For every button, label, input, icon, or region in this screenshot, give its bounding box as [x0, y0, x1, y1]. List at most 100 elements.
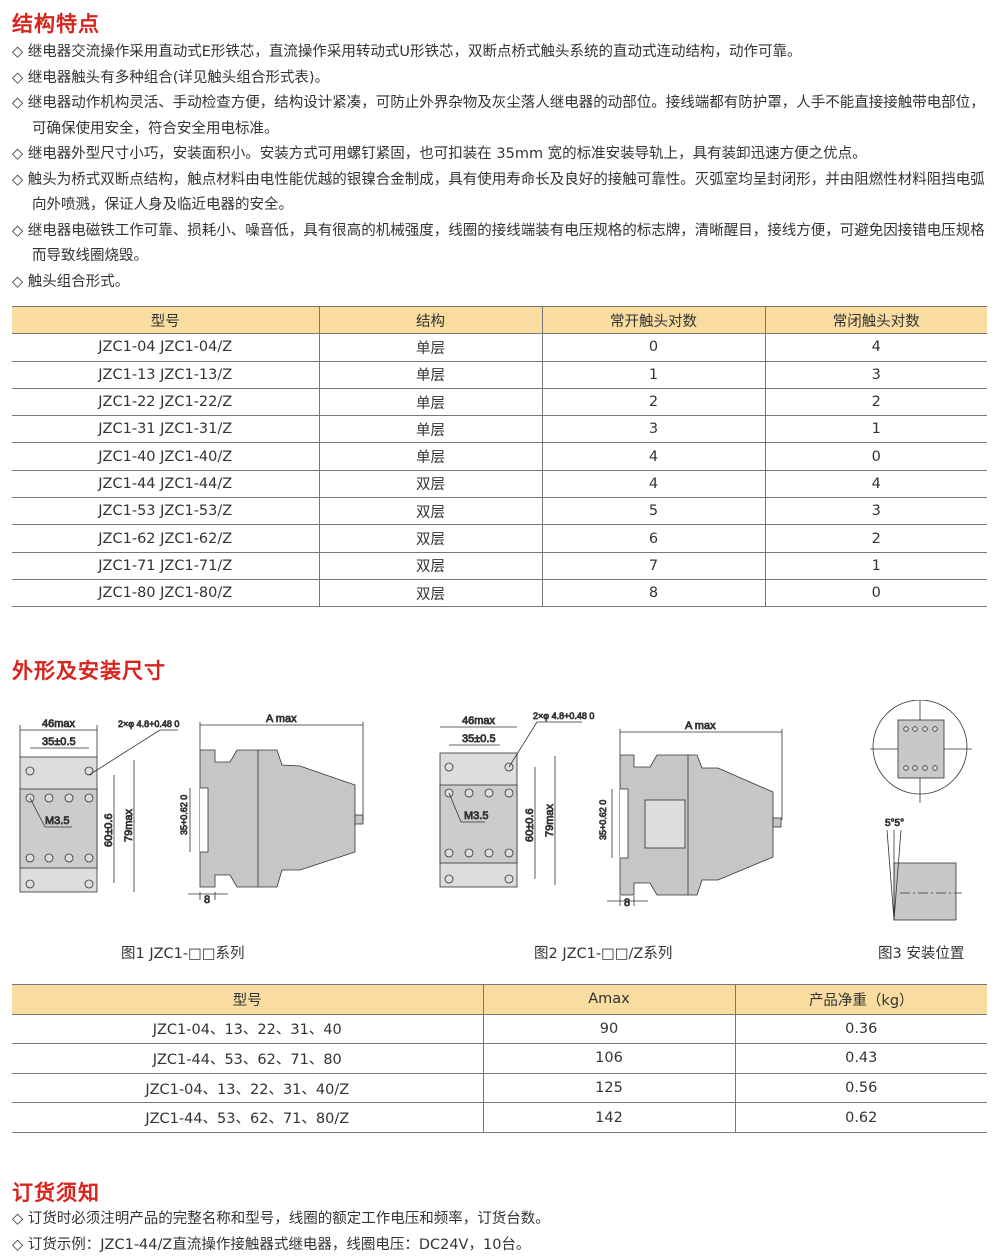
- figure1-front-view: 46max 35±0.5 2×φ 4.8+0.48 0 M3.5 60±0.6 …: [20, 718, 179, 892]
- table-cell: 双层: [319, 498, 542, 525]
- table-cell: JZC1-44、53、62、71、80: [12, 1044, 483, 1074]
- header-cell: 常闭触头对数: [765, 307, 987, 334]
- table-cell: JZC1-04、13、22、31、40/Z: [12, 1073, 483, 1103]
- table-cell: 1: [542, 361, 765, 388]
- table-cell: 125: [483, 1073, 735, 1103]
- dim-79max: 79max: [544, 803, 556, 837]
- figure1-caption: 图1 JZC1-□□系列: [121, 942, 245, 963]
- section-title-dimensions: 外形及安装尺寸: [12, 655, 166, 685]
- header-cell: 型号: [12, 985, 483, 1015]
- dim-m35: M3.5: [464, 810, 488, 822]
- feature-item: ◇ 触头组合形式。: [12, 270, 992, 296]
- header-cell: 结构: [319, 307, 542, 334]
- table-cell: 3: [765, 498, 987, 525]
- figure2-caption: 图2 JZC1-□□/Z系列: [534, 942, 672, 963]
- table-cell: JZC1-53 JZC1-53/Z: [12, 498, 319, 525]
- dim-amax: A max: [685, 720, 716, 732]
- table-cell: 双层: [319, 470, 542, 497]
- table-cell: JZC1-71 JZC1-71/Z: [12, 552, 319, 579]
- table-cell: 4: [765, 334, 987, 361]
- figure2-side-view: A max 35+0.62 0 8: [598, 720, 782, 909]
- header-cell: Amax: [483, 985, 735, 1015]
- table-cell: 0.56: [735, 1073, 987, 1103]
- table-cell: 7: [542, 552, 765, 579]
- table-cell: JZC1-62 JZC1-62/Z: [12, 525, 319, 552]
- table-cell: 4: [765, 470, 987, 497]
- table-cell: JZC1-40 JZC1-40/Z: [12, 443, 319, 470]
- table-cell: 双层: [319, 579, 542, 606]
- table-cell: 2: [542, 388, 765, 415]
- dim-60: 60±0.6: [103, 813, 115, 847]
- dim-46max: 46max: [462, 715, 496, 727]
- table-cell: 1: [765, 552, 987, 579]
- feature-item: ◇ 继电器电磁铁工作可靠、损耗小、噪音低，具有很高的机械强度，线圈的接线端装有电…: [12, 219, 992, 270]
- table-cell: JZC1-04 JZC1-04/Z: [12, 334, 319, 361]
- ordering-list: ◇ 订货时必须注明产品的完整名称和型号，线圈的额定工作电压和频率，订货台数。 ◇…: [12, 1207, 992, 1258]
- table-cell: JZC1-04、13、22、31、40: [12, 1014, 483, 1044]
- feature-item: ◇ 继电器动作机构灵活、手动检查方便，结构设计紧凑，可防止外界杂物及灰尘落人继电…: [12, 91, 992, 142]
- figure1-side-view: A max 35+0.62 0 8: [179, 713, 363, 906]
- table-cell: 90: [483, 1014, 735, 1044]
- table-cell: JZC1-22 JZC1-22/Z: [12, 388, 319, 415]
- table-cell: 8: [542, 579, 765, 606]
- table-cell: 双层: [319, 552, 542, 579]
- table-cell: JZC1-13 JZC1-13/Z: [12, 361, 319, 388]
- table-cell: 4: [542, 443, 765, 470]
- table-cell: 单层: [319, 388, 542, 415]
- table-cell: JZC1-80 JZC1-80/Z: [12, 579, 319, 606]
- dim-79max: 79max: [123, 808, 135, 842]
- dim-8: 8: [624, 897, 630, 909]
- table-cell: 1: [765, 416, 987, 443]
- dim-35: 35±0.5: [462, 733, 496, 745]
- dim-hole: 2×φ 4.8+0.48 0: [118, 719, 179, 729]
- dim-m35: M3.5: [45, 815, 69, 827]
- table-cell: 0: [542, 334, 765, 361]
- feature-item: ◇ 触头为桥式双断点结构，触点材料由电性能优越的银镍合金制成，具有使用寿命长及良…: [12, 168, 992, 219]
- table-cell: 6: [542, 525, 765, 552]
- table-cell: 0.62: [735, 1103, 987, 1133]
- table-cell: 0: [765, 443, 987, 470]
- table-cell: 3: [542, 416, 765, 443]
- dim-8: 8: [204, 894, 210, 906]
- dimension-drawings: 46max 35±0.5 2×φ 4.8+0.48 0 M3.5 60±0.6 …: [0, 700, 1000, 940]
- table-header-row: 型号 结构 常开触头对数 常闭触头对数: [12, 307, 987, 334]
- dim-46max: 46max: [42, 718, 76, 730]
- dim-rail: 35+0.62 0: [179, 795, 189, 835]
- table-cell: JZC1-31 JZC1-31/Z: [12, 416, 319, 443]
- table-cell: 单层: [319, 416, 542, 443]
- table-cell: 单层: [319, 334, 542, 361]
- table-cell: 单层: [319, 361, 542, 388]
- figure2-front-view: 46max 35±0.5 2×φ 4.8+0.48 0 M3.5 60±0.6 …: [440, 711, 594, 887]
- figure3-mounting-position: 5°5°: [870, 700, 972, 920]
- table-cell: 2: [765, 525, 987, 552]
- feature-item: ◇ 继电器交流操作采用直动式E形铁芯，直流操作采用转动式U形铁芯，双断点桥式触头…: [12, 40, 992, 66]
- feature-item: ◇ 继电器触头有多种组合(详见触头组合形式表)。: [12, 66, 992, 92]
- table-cell: 5: [542, 498, 765, 525]
- table-cell: 0.43: [735, 1044, 987, 1074]
- ordering-item: ◇ 订货时必须注明产品的完整名称和型号，线圈的额定工作电压和频率，订货台数。: [12, 1207, 992, 1233]
- table-cell: 双层: [319, 525, 542, 552]
- table-header-row: 型号 Amax 产品净重（kg）: [12, 985, 987, 1015]
- dim-rail: 35+0.62 0: [598, 800, 608, 840]
- table-cell: 4: [542, 470, 765, 497]
- dim-angle: 5°5°: [885, 818, 904, 829]
- table-cell: 0: [765, 579, 987, 606]
- figure3-caption: 图3 安装位置: [878, 942, 964, 963]
- table-cell: JZC1-44 JZC1-44/Z: [12, 470, 319, 497]
- table-cell: 3: [765, 361, 987, 388]
- table-cell: 2: [765, 388, 987, 415]
- section-title-features: 结构特点: [12, 8, 100, 38]
